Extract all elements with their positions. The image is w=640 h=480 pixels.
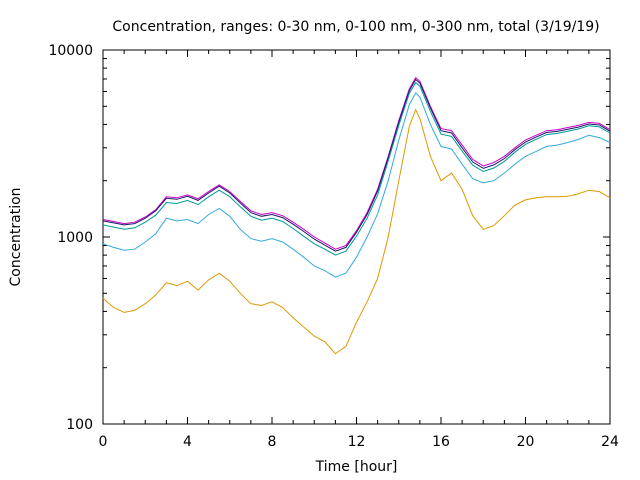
x-tick-label: 16 [432,434,450,450]
chart-title: Concentration, ranges: 0-30 nm, 0-100 nm… [112,19,599,35]
y-tick-label: 1000 [57,230,93,246]
axis-tick-labels: 0 4 8 12 16 20 24 100 1000 10000 [48,43,619,450]
series-line-1 [102,77,611,250]
x-tick-label: 24 [601,434,619,450]
x-tick-label: 8 [268,434,277,450]
x-tick-label: 4 [183,434,192,450]
series-line-3 [102,81,611,256]
series-lines [102,77,611,355]
y-tick-label: 10000 [48,43,93,59]
y-tick-label: 100 [66,417,93,433]
x-tick-label: 20 [517,434,535,450]
series-line-2 [102,78,611,252]
y-axis-label: Concentration [8,187,24,286]
x-axis-label: Time [hour] [315,459,398,475]
x-tick-label: 0 [99,434,108,450]
axis-ticks [102,50,611,425]
series-line-5 [102,108,611,355]
x-tick-label: 12 [348,434,366,450]
series-line-4 [102,92,611,278]
